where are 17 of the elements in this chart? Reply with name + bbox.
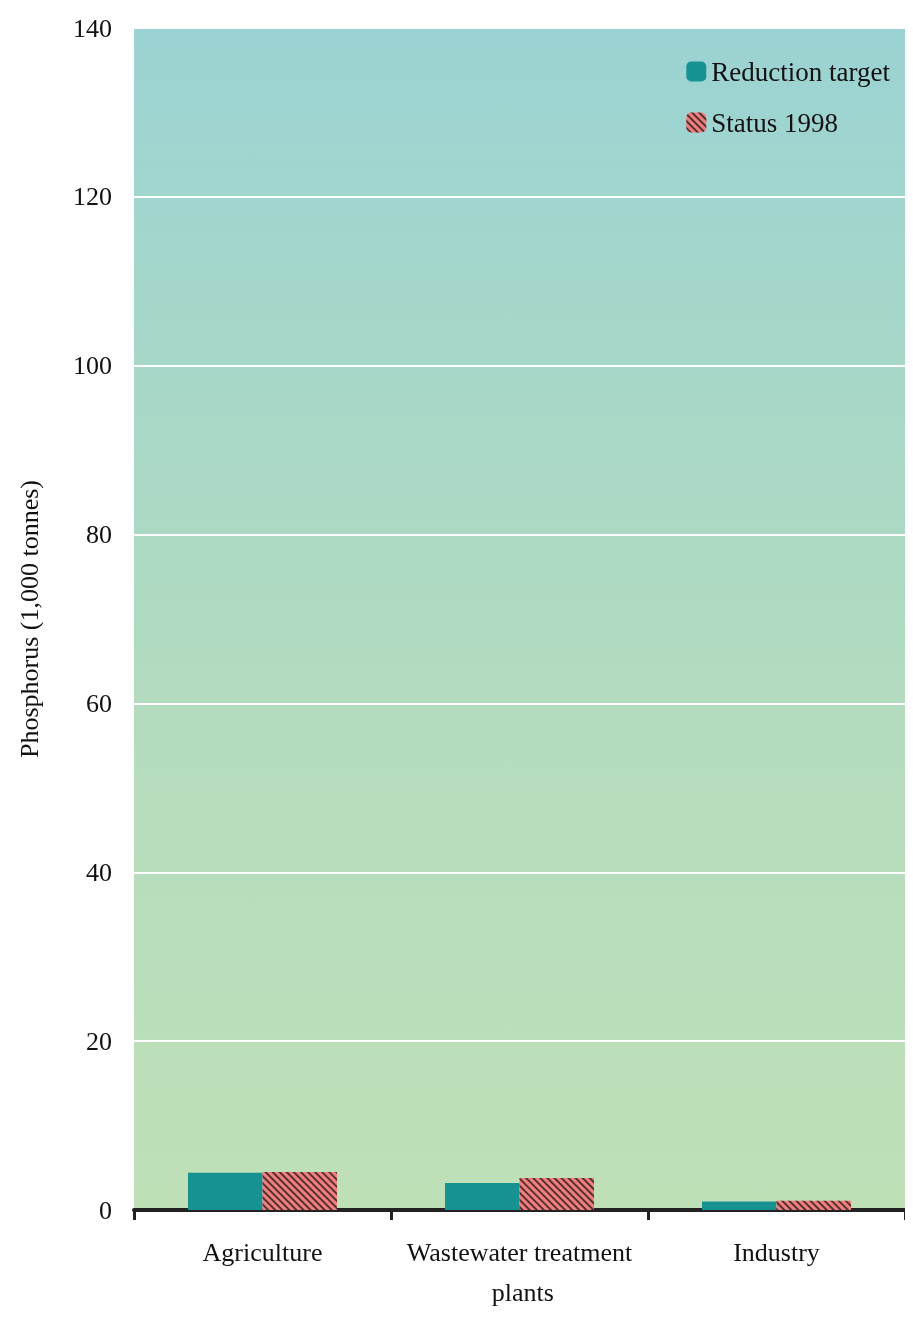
y-tick-label: 100 [73,351,112,381]
bar [444,1182,520,1210]
y-tick-label: 0 [99,1195,112,1225]
legend-label: Status 1998 [711,107,839,138]
bar [701,1201,777,1210]
y-tick-label: 120 [73,182,112,212]
bar [187,1172,263,1210]
y-tick-label: 80 [86,520,112,550]
y-axis-title: Phosphorus (1,000 tonnes) [14,479,44,759]
legend-label: Reduction target [711,56,891,87]
y-tick-label: 60 [86,688,112,718]
x-tick-label: Wastewater treatment plants [406,1237,633,1307]
y-tick-label: 140 [73,13,112,43]
x-tick-label: Industry [733,1237,820,1267]
y-tick-label: 20 [86,1026,112,1056]
y-tick-label: 40 [86,857,112,887]
x-tick-label: Agriculture [202,1237,323,1267]
